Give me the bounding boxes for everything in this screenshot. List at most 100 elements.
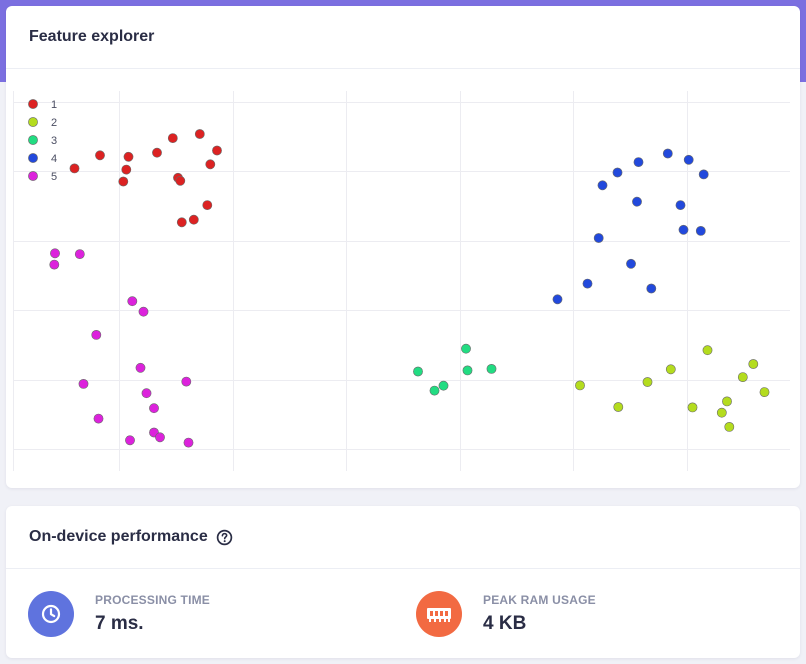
legend-marker — [28, 153, 38, 163]
data-point-series-2[interactable] — [748, 359, 759, 369]
legend-item-3[interactable]: 3 — [28, 135, 57, 147]
on-device-performance-card: On-device performance PROCESSING TIME 7 … — [6, 506, 800, 658]
data-point-series-2[interactable] — [737, 372, 748, 382]
peak-ram-label: PEAK RAM USAGE — [483, 592, 596, 607]
data-point-series-4[interactable] — [678, 224, 689, 235]
performance-metrics: PROCESSING TIME 7 ms. — [6, 569, 800, 658]
data-point-series-4[interactable] — [633, 157, 644, 167]
peak-ram-metric: PEAK RAM USAGE 4 KB — [416, 569, 596, 658]
data-point-series-3[interactable] — [429, 385, 440, 396]
data-point-series-4[interactable] — [626, 258, 636, 269]
data-point-series-4[interactable] — [593, 233, 604, 243]
data-point-series-1[interactable] — [167, 133, 178, 143]
data-point-series-5[interactable] — [127, 296, 138, 307]
data-point-series-4[interactable] — [683, 154, 694, 165]
help-icon[interactable] — [216, 529, 233, 546]
series-2 — [575, 345, 770, 432]
data-point-series-4[interactable] — [552, 294, 563, 305]
data-point-series-1[interactable] — [176, 217, 187, 228]
feature-explorer-title: Feature explorer — [6, 6, 800, 69]
processing-time-label: PROCESSING TIME — [95, 592, 211, 607]
scatter-plot-svg[interactable]: 1 2 3 4 5 — [6, 69, 800, 488]
data-point-series-1[interactable] — [212, 145, 222, 156]
data-point-series-5[interactable] — [135, 362, 146, 373]
series-4 — [552, 148, 709, 305]
data-point-series-2[interactable] — [575, 380, 585, 391]
legend-label: 4 — [51, 153, 57, 165]
data-point-series-1[interactable] — [202, 200, 213, 210]
peak-ram-value: 4 KB — [483, 612, 527, 634]
data-point-series-2[interactable] — [759, 387, 770, 397]
data-point-series-1[interactable] — [123, 151, 134, 162]
data-point-series-5[interactable] — [138, 306, 149, 317]
data-point-series-5[interactable] — [91, 329, 102, 340]
data-point-series-3[interactable] — [462, 365, 473, 376]
chart-legend: 1 2 3 4 5 — [28, 99, 57, 183]
data-point-series-1[interactable] — [121, 164, 132, 175]
data-point-series-5[interactable] — [49, 259, 60, 270]
legend-label: 3 — [51, 135, 57, 147]
legend-item-2[interactable]: 2 — [28, 117, 57, 129]
series-5 — [49, 248, 194, 448]
legend-marker — [28, 135, 38, 145]
series-1 — [69, 129, 222, 228]
data-point-series-3[interactable] — [461, 343, 471, 354]
legend-marker — [28, 171, 38, 181]
data-point-series-4[interactable] — [612, 167, 623, 178]
legend-item-4[interactable]: 4 — [28, 153, 57, 165]
data-point-series-5[interactable] — [149, 403, 159, 414]
data-point-series-2[interactable] — [716, 407, 727, 418]
processing-time-value: 7 ms. — [95, 612, 144, 634]
data-point-series-3[interactable] — [413, 366, 423, 377]
data-point-series-2[interactable] — [702, 345, 713, 356]
data-point-series-1[interactable] — [188, 214, 199, 225]
data-point-series-5[interactable] — [183, 437, 194, 448]
feature-scatter-chart[interactable]: 1 2 3 4 5 — [6, 69, 800, 488]
legend-label: 5 — [51, 171, 57, 183]
series-3 — [413, 343, 497, 396]
data-point-series-5[interactable] — [141, 388, 152, 399]
data-point-series-5[interactable] — [78, 378, 89, 389]
grid-lines — [13, 91, 790, 471]
data-point-series-3[interactable] — [486, 363, 497, 374]
data-point-series-2[interactable] — [724, 421, 735, 432]
legend-item-1[interactable]: 1 — [28, 99, 57, 111]
data-point-series-2[interactable] — [665, 364, 676, 375]
data-point-series-4[interactable] — [698, 169, 709, 180]
data-point-series-5[interactable] — [93, 413, 104, 424]
legend-item-5[interactable]: 5 — [28, 171, 57, 183]
data-point-series-4[interactable] — [597, 180, 608, 191]
data-point-series-3[interactable] — [438, 380, 449, 391]
data-point-series-4[interactable] — [632, 196, 642, 207]
data-point-series-4[interactable] — [695, 225, 706, 236]
feature-explorer-card: Feature explorer 1 2 3 4 5 — [6, 6, 800, 488]
data-point-series-4[interactable] — [582, 278, 593, 289]
data-point-series-5[interactable] — [181, 376, 192, 387]
data-point-series-4[interactable] — [646, 283, 657, 294]
data-point-series-1[interactable] — [69, 163, 80, 174]
legend-marker — [28, 99, 38, 109]
performance-header: On-device performance — [6, 506, 800, 569]
data-point-series-5[interactable] — [155, 432, 165, 443]
memory-chip-icon — [416, 590, 462, 637]
data-point-series-2[interactable] — [613, 402, 624, 412]
data-point-series-5[interactable] — [50, 248, 60, 259]
legend-label: 2 — [51, 117, 57, 129]
data-point-series-1[interactable] — [152, 147, 162, 158]
performance-title: On-device performance — [29, 528, 208, 545]
data-point-series-4[interactable] — [662, 148, 673, 159]
data-point-series-1[interactable] — [194, 129, 205, 139]
data-point-series-2[interactable] — [642, 377, 653, 387]
data-point-series-2[interactable] — [722, 396, 732, 407]
data-point-series-5[interactable] — [125, 435, 135, 446]
data-point-series-5[interactable] — [74, 249, 85, 259]
data-point-series-1[interactable] — [175, 175, 186, 186]
clock-icon — [28, 590, 74, 637]
processing-time-metric: PROCESSING TIME 7 ms. — [28, 569, 210, 658]
data-point-series-1[interactable] — [118, 176, 129, 187]
data-point-series-4[interactable] — [675, 200, 686, 210]
data-point-series-1[interactable] — [95, 150, 105, 161]
data-point-series-1[interactable] — [205, 159, 216, 170]
legend-label: 1 — [51, 99, 57, 111]
data-point-series-2[interactable] — [687, 402, 698, 413]
